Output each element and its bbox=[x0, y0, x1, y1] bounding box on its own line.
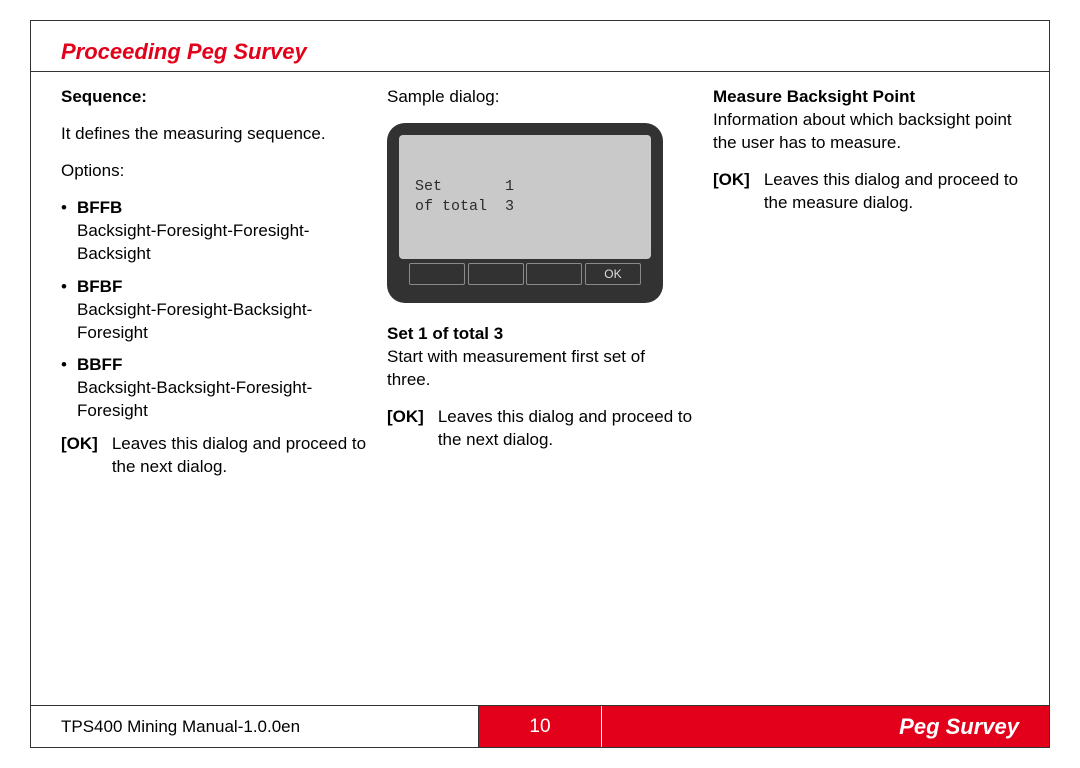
body-columns: Sequence: It defines the measuring seque… bbox=[31, 72, 1049, 503]
ok-desc: Leaves this dialog and proceed to the me… bbox=[764, 169, 1019, 215]
sample-heading: Sample dialog: bbox=[387, 86, 693, 109]
option-code: BFFB bbox=[77, 198, 122, 217]
softkey-ok[interactable]: OK bbox=[585, 263, 641, 285]
measure-desc: Information about which backsight point … bbox=[713, 109, 1019, 155]
col-sequence: Sequence: It defines the measuring seque… bbox=[61, 86, 367, 493]
sequence-intro: It defines the measuring sequence. bbox=[61, 123, 367, 146]
softkey-1[interactable] bbox=[409, 263, 465, 285]
screen-line-2: of total 3 bbox=[415, 197, 635, 217]
option-desc: Backsight-Foresight-Backsight-Foresight bbox=[77, 300, 312, 342]
option-bbff: BBFF Backsight-Backsight-Foresight-Fores… bbox=[61, 354, 367, 423]
measure-heading: Measure Backsight Point bbox=[713, 86, 1019, 109]
sequence-heading: Sequence: bbox=[61, 86, 367, 109]
ok-label: [OK] bbox=[387, 406, 424, 452]
option-bfbf: BFBF Backsight-Foresight-Backsight-Fores… bbox=[61, 276, 367, 345]
option-bffb: BFFB Backsight-Foresight-Foresight-Backs… bbox=[61, 197, 367, 266]
ok-label: [OK] bbox=[61, 433, 98, 479]
ok-desc: Leaves this dialog and proceed to the ne… bbox=[112, 433, 367, 479]
option-desc: Backsight-Foresight-Foresight-Backsight bbox=[77, 221, 309, 263]
softkey-row: OK bbox=[399, 259, 651, 287]
ok-label: [OK] bbox=[713, 169, 750, 215]
set-desc: Start with measurement first set of thre… bbox=[387, 346, 693, 392]
col-sample: Sample dialog: Set 1 of total 3 bbox=[387, 86, 693, 493]
options-label: Options: bbox=[61, 160, 367, 183]
softkey-3[interactable] bbox=[526, 263, 582, 285]
screen-l2-label: of total bbox=[415, 197, 505, 217]
options-list: BFFB Backsight-Foresight-Foresight-Backs… bbox=[61, 197, 367, 423]
footer-doc-id: TPS400 Mining Manual-1.0.0en bbox=[31, 706, 479, 747]
ok-row: [OK] Leaves this dialog and proceed to t… bbox=[713, 169, 1019, 215]
screen-l2-value: 3 bbox=[505, 197, 514, 217]
set-heading: Set 1 of total 3 bbox=[387, 323, 693, 346]
page-footer: TPS400 Mining Manual-1.0.0en 10 Peg Surv… bbox=[31, 705, 1049, 747]
option-code: BBFF bbox=[77, 355, 122, 374]
softkey-2[interactable] bbox=[468, 263, 524, 285]
option-code: BFBF bbox=[77, 277, 122, 296]
ok-row: [OK] Leaves this dialog and proceed to t… bbox=[61, 433, 367, 479]
footer-section: Peg Survey bbox=[601, 706, 1049, 747]
ok-row: [OK] Leaves this dialog and proceed to t… bbox=[387, 406, 693, 452]
screen-l1-label: Set bbox=[415, 177, 505, 197]
footer-page-number: 10 bbox=[479, 706, 601, 747]
device-screen: Set 1 of total 3 bbox=[399, 135, 651, 259]
option-desc: Backsight-Backsight-Foresight-Foresight bbox=[77, 378, 312, 420]
screen-line-1: Set 1 bbox=[415, 177, 635, 197]
col-measure: Measure Backsight Point Information abou… bbox=[713, 86, 1019, 493]
manual-page: Proceeding Peg Survey Sequence: It defin… bbox=[30, 20, 1050, 748]
ok-desc: Leaves this dialog and proceed to the ne… bbox=[438, 406, 693, 452]
screen-l1-value: 1 bbox=[505, 177, 514, 197]
device-frame: Set 1 of total 3 OK bbox=[387, 123, 663, 303]
section-title: Proceeding Peg Survey bbox=[31, 21, 1049, 72]
